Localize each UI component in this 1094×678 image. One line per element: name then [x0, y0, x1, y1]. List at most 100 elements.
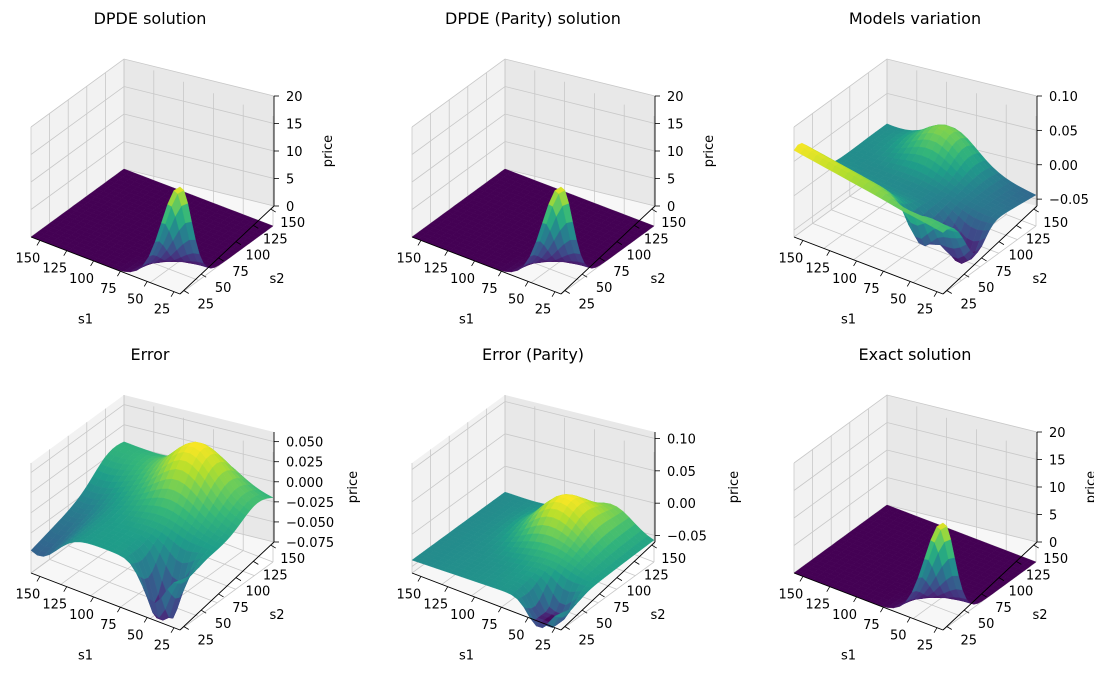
z-tick-label: 20 — [1049, 426, 1066, 441]
z-axis-label: price — [702, 135, 717, 167]
x-tick-label: 25 — [535, 303, 552, 318]
x-tick-label: 150 — [779, 251, 804, 266]
x-tick-label: 25 — [535, 639, 552, 654]
x-tick-mark — [826, 250, 831, 256]
grid-line — [30, 113, 275, 183]
z-tick-label: 0.10 — [1049, 90, 1078, 105]
y-tick-mark — [599, 593, 605, 598]
y-tick-label: 125 — [644, 232, 669, 247]
y-tick-label: 125 — [263, 232, 288, 247]
y-tick-label: 75 — [995, 265, 1012, 280]
subplot-title: DPDE solution — [94, 9, 207, 28]
y-tick-label: 100 — [246, 585, 271, 600]
z-tick-label: −0.05 — [667, 530, 707, 545]
y-tick-label: 125 — [1026, 568, 1051, 583]
y-tick-label: 100 — [1009, 585, 1034, 600]
x-tick-label: 125 — [42, 598, 67, 613]
y-tick-mark — [218, 593, 224, 598]
grid-line — [793, 92, 1038, 162]
x-tick-label: 50 — [127, 292, 144, 307]
y-tick-label: 25 — [197, 297, 214, 312]
x-tick-label: 50 — [890, 292, 907, 307]
x-tick-label: 75 — [100, 618, 117, 633]
y-tick-mark — [183, 626, 189, 630]
x-tick-mark — [117, 606, 121, 613]
z-tick-label: 15 — [667, 118, 684, 133]
y-tick-label: 25 — [960, 297, 977, 312]
z-tick-label: 0.000 — [286, 476, 323, 491]
z-axis-label: price — [321, 135, 336, 167]
z-tick-label: 0.00 — [1049, 159, 1078, 174]
subplot-1: 150125100755025s1255075100125150s2051015… — [16, 9, 336, 328]
z-tick-label: 0 — [286, 200, 294, 215]
z-tick-label: 15 — [286, 118, 303, 133]
grid-line — [411, 58, 656, 128]
x-tick-mark — [933, 291, 938, 297]
y-tick-label: 150 — [661, 216, 686, 231]
x-tick-mark — [853, 596, 857, 603]
x-tick-mark — [880, 270, 884, 277]
subplot-title: Models variation — [849, 9, 981, 28]
subplot-5: 150125100755025s1255075100125150s2−0.050… — [397, 345, 742, 664]
y-axis-label: s2 — [269, 272, 284, 287]
subplot-2: 150125100755025s1255075100125150s2051015… — [397, 9, 717, 328]
y-axis-line — [179, 205, 275, 295]
y-tick-mark — [183, 290, 189, 294]
y-tick-label: 75 — [232, 265, 249, 280]
y-tick-label: 125 — [644, 568, 669, 583]
y-tick-label: 150 — [1043, 216, 1068, 231]
y-tick-mark — [581, 273, 588, 278]
x-tick-mark — [63, 586, 68, 592]
x-tick-label: 100 — [832, 272, 857, 287]
x-tick-mark — [799, 576, 804, 582]
grid-line — [179, 561, 274, 631]
y-tick-mark — [564, 626, 570, 630]
x-axis-line — [30, 236, 181, 295]
y-tick-label: 150 — [1043, 552, 1068, 567]
y-tick-label: 100 — [246, 249, 271, 264]
y-tick-mark — [998, 241, 1005, 245]
x-tick-label: 125 — [805, 598, 830, 613]
z-tick-label: 0 — [1049, 536, 1057, 551]
subplot-3: 150125100755025s1255075100125150s2−0.050… — [779, 9, 1089, 328]
x-tick-mark — [551, 627, 556, 633]
grid-line — [411, 141, 656, 210]
x-axis-label: s1 — [841, 649, 856, 664]
y-tick-label: 125 — [1026, 232, 1051, 247]
x-tick-label: 50 — [127, 628, 144, 643]
y-tick-mark — [599, 257, 605, 262]
z-tick-label: 5 — [1049, 509, 1057, 524]
y-tick-label: 50 — [596, 281, 613, 296]
x-tick-label: 75 — [863, 618, 880, 633]
x-axis-label: s1 — [78, 313, 93, 328]
x-tick-label: 150 — [16, 587, 41, 602]
z-tick-label: 20 — [667, 90, 684, 105]
x-tick-label: 125 — [423, 598, 448, 613]
y-tick-mark — [253, 225, 259, 229]
x-tick-label: 50 — [890, 628, 907, 643]
x-tick-mark — [880, 606, 884, 613]
x-tick-mark — [906, 617, 911, 623]
x-tick-mark — [170, 291, 175, 297]
grid-line — [30, 58, 275, 128]
pane-left — [794, 59, 887, 237]
x-axis-label: s1 — [78, 649, 93, 664]
grid-line — [30, 86, 275, 155]
y-tick-mark — [200, 273, 207, 278]
x-tick-mark — [170, 627, 175, 633]
y-tick-label: 100 — [627, 585, 652, 600]
z-tick-label: 0.05 — [1049, 124, 1078, 139]
grid-line — [30, 404, 275, 473]
x-tick-mark — [143, 617, 148, 623]
x-tick-mark — [853, 260, 857, 267]
y-axis-line — [179, 541, 275, 631]
x-tick-mark — [417, 576, 422, 582]
z-tick-label: −0.050 — [286, 516, 334, 531]
z-axis-label: price — [346, 471, 361, 503]
x-tick-mark — [498, 270, 502, 277]
y-tick-label: 50 — [215, 281, 232, 296]
x-tick-label: 75 — [100, 282, 117, 297]
x-tick-label: 25 — [917, 303, 934, 318]
y-tick-mark — [963, 273, 970, 278]
surface — [411, 491, 655, 629]
